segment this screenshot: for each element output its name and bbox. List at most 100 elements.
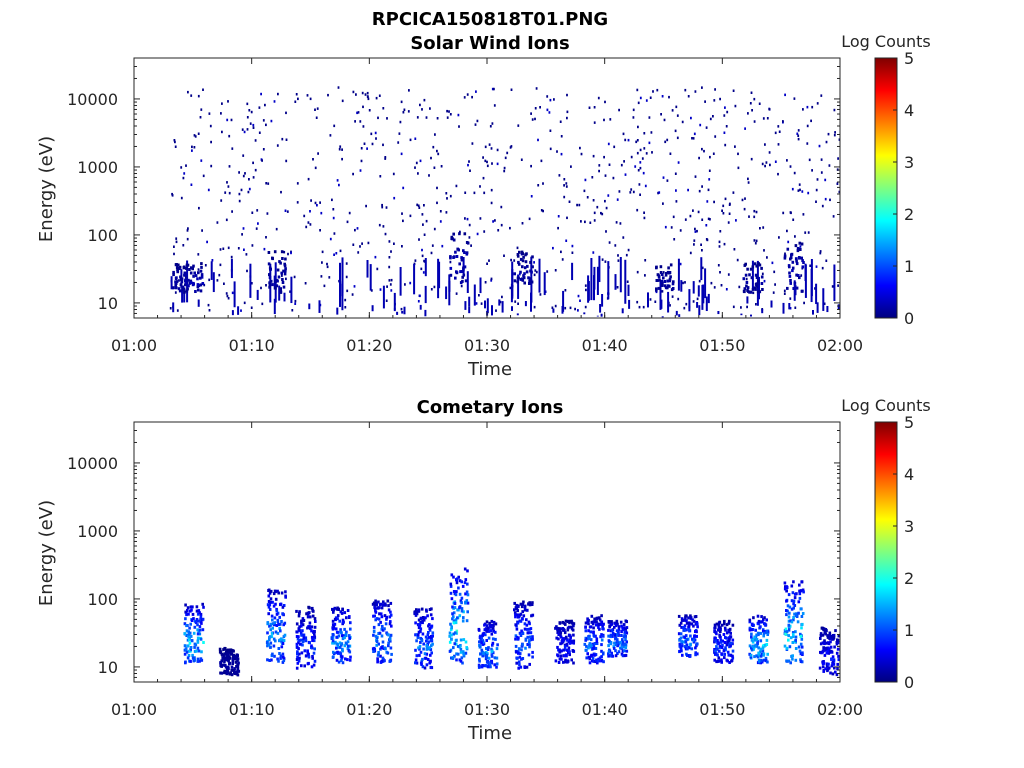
count-cell: [723, 652, 726, 656]
count-cell: [712, 152, 715, 155]
count-cell: [240, 188, 243, 192]
count-cell: [758, 263, 762, 267]
count-cell: [303, 664, 306, 668]
count-cell: [812, 310, 814, 315]
count-cell: [743, 290, 746, 294]
count-cell: [230, 118, 233, 122]
count-cell: [297, 647, 300, 651]
count-cell: [466, 93, 469, 96]
count-cell: [571, 244, 574, 248]
count-cell: [620, 643, 624, 647]
count-cell: [745, 284, 748, 288]
count-cell: [336, 650, 339, 654]
count-cell: [694, 90, 697, 93]
count-cell: [692, 300, 695, 303]
count-cell: [481, 664, 484, 667]
count-cell: [296, 637, 300, 641]
count-cell: [777, 125, 780, 128]
count-cell: [592, 633, 596, 637]
count-cell: [716, 659, 720, 663]
count-cell: [483, 623, 486, 627]
count-cell: [661, 95, 664, 98]
count-cell: [598, 618, 602, 622]
count-cell: [625, 640, 628, 644]
count-cell: [789, 661, 792, 665]
count-cell: [611, 632, 615, 635]
count-cell: [480, 636, 484, 639]
count-cell: [725, 631, 729, 635]
count-cell: [592, 647, 595, 651]
count-cell: [290, 276, 293, 304]
count-cell: [246, 116, 249, 119]
count-cell: [480, 641, 483, 645]
count-cell: [719, 271, 721, 274]
count-cell: [375, 602, 378, 606]
count-cell: [266, 212, 269, 215]
count-cell: [426, 614, 429, 618]
count-cell: [466, 582, 469, 586]
count-cell: [425, 219, 428, 223]
count-cell: [463, 96, 466, 99]
count-cell: [424, 616, 427, 620]
count-cell: [592, 626, 595, 630]
count-cell: [696, 642, 699, 646]
count-cell: [375, 637, 379, 641]
count-cell: [306, 94, 309, 97]
count-cell: [514, 637, 517, 641]
count-cell: [448, 634, 451, 638]
count-cell: [717, 628, 721, 631]
count-cell: [274, 630, 278, 634]
count-cell: [488, 259, 490, 262]
count-cell: [722, 649, 726, 653]
count-cell: [790, 620, 794, 624]
count-cell: [284, 594, 287, 598]
count-cell: [600, 633, 603, 637]
count-cell: [187, 630, 190, 634]
count-cell: [659, 265, 663, 269]
count-cell: [326, 262, 328, 266]
count-cell: [501, 295, 503, 299]
count-cell: [479, 645, 482, 649]
count-cell: [455, 292, 458, 295]
count-cell: [282, 659, 286, 662]
count-cell: [389, 601, 393, 605]
count-cell: [285, 111, 287, 115]
count-cell: [449, 266, 453, 270]
count-cell: [354, 228, 356, 232]
count-cell: [527, 640, 531, 644]
count-cell: [549, 129, 552, 132]
count-cell: [462, 638, 466, 642]
count-cell: [833, 666, 836, 670]
count-cell: [690, 622, 694, 626]
count-cell: [617, 630, 620, 634]
count-cell: [523, 622, 527, 626]
count-cell: [516, 254, 520, 258]
count-cell: [339, 610, 343, 614]
count-cell: [685, 621, 689, 625]
count-cell: [428, 628, 432, 632]
count-cell: [788, 611, 791, 615]
count-cell: [619, 646, 622, 650]
count-cell: [589, 625, 593, 629]
count-cell: [492, 624, 495, 627]
count-cell: [312, 651, 316, 655]
count-cell: [635, 140, 638, 144]
count-cell: [523, 606, 527, 610]
count-cell: [190, 639, 194, 643]
count-cell: [719, 640, 723, 644]
count-cell: [460, 601, 463, 605]
count-cell: [757, 658, 761, 662]
count-cell: [175, 240, 178, 244]
count-cell: [491, 651, 495, 655]
count-cell: [600, 643, 603, 647]
count-cell: [616, 286, 619, 289]
count-cell: [568, 634, 571, 638]
count-cell: [368, 109, 371, 112]
count-cell: [286, 210, 289, 213]
count-cell: [648, 116, 651, 119]
count-cell: [242, 227, 245, 230]
count-cell: [307, 661, 310, 665]
count-cell: [377, 651, 380, 654]
count-cell: [792, 602, 795, 606]
count-cell: [479, 277, 482, 294]
